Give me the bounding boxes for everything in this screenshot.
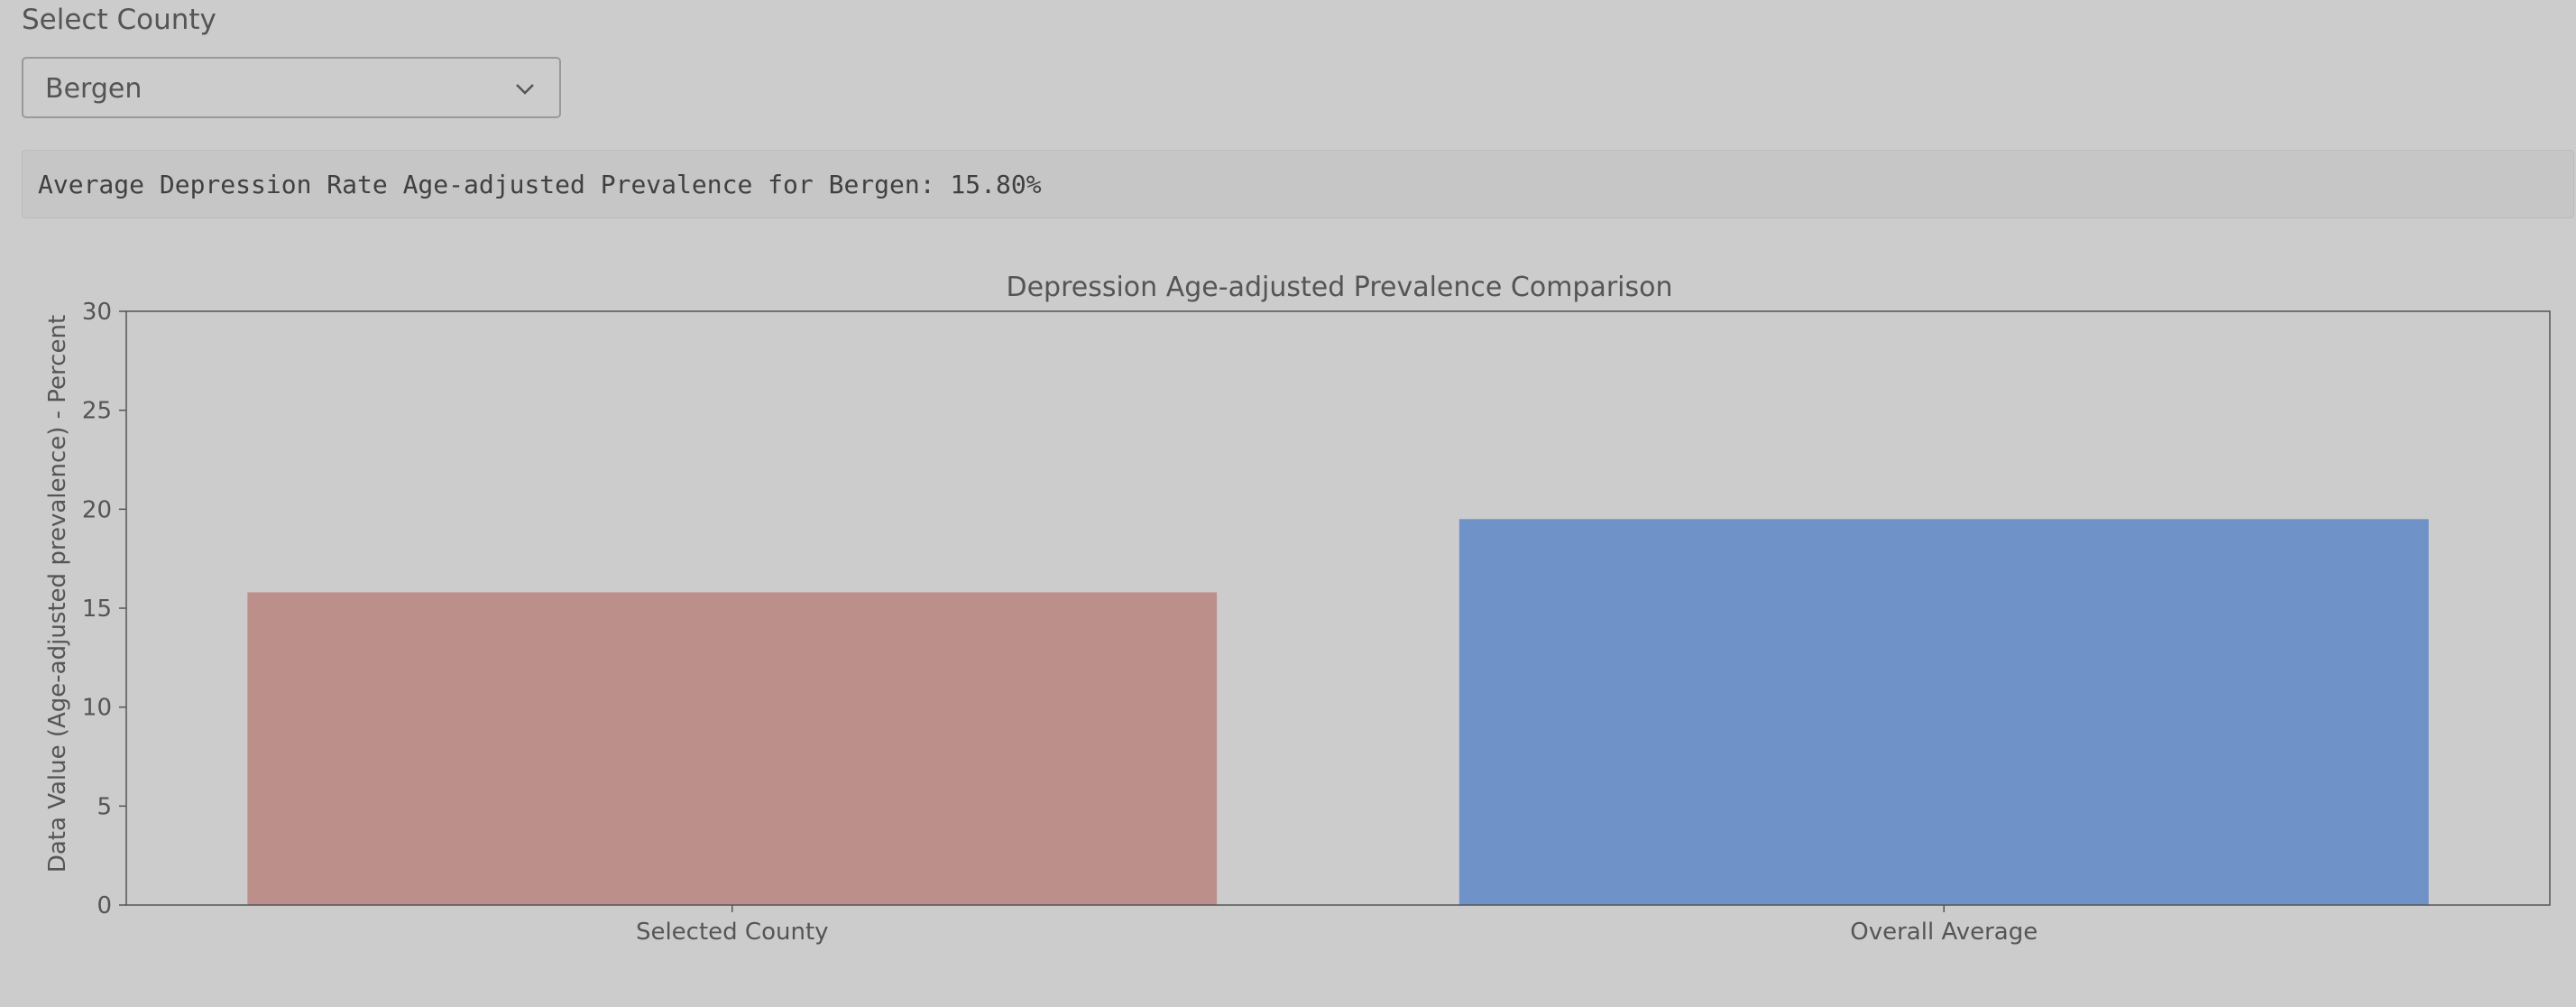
average-output-text: Average Depression Rate Age-adjusted Pre… xyxy=(38,170,1042,199)
chart-title: Depression Age-adjusted Prevalence Compa… xyxy=(1006,272,1672,303)
select-county-label: Select County xyxy=(22,4,216,36)
y-tick-label: 0 xyxy=(97,892,112,919)
bar-overall-average xyxy=(1458,519,2429,905)
y-axis-label: Data Value (Age-adjusted prevalence) - P… xyxy=(44,315,71,873)
y-tick-label: 5 xyxy=(97,793,112,820)
y-tick-label: 25 xyxy=(82,398,112,425)
bar-selected-county xyxy=(247,592,1218,905)
county-select-value: Bergen xyxy=(45,73,143,105)
x-tick-label: Overall Average xyxy=(1850,919,2038,946)
chevron-down-icon xyxy=(516,84,534,95)
county-select[interactable]: Bergen xyxy=(22,57,561,118)
bar-chart: Depression Age-adjusted Prevalence Compa… xyxy=(44,272,2551,946)
y-tick-label: 30 xyxy=(82,299,112,326)
y-tick-label: 15 xyxy=(82,596,112,623)
y-tick-label: 10 xyxy=(82,695,112,722)
x-tick-label: Selected County xyxy=(636,919,829,946)
plot-frame xyxy=(125,310,2551,906)
average-output-box: Average Depression Rate Age-adjusted Pre… xyxy=(22,150,2574,218)
y-tick-label: 20 xyxy=(82,496,112,523)
